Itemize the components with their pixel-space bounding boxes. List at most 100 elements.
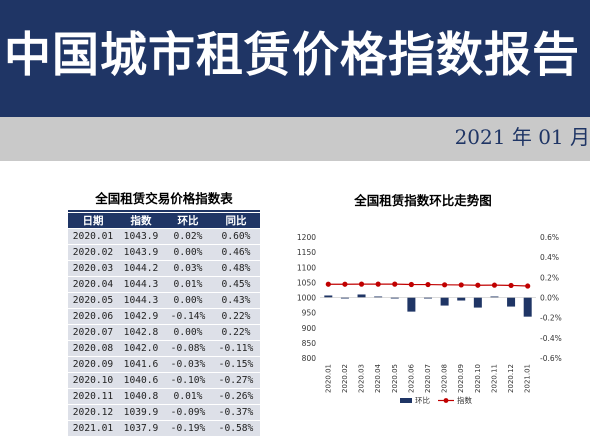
cell-date: 2020.01 [68,228,118,245]
cell-yoy: 0.46% [212,244,260,261]
date-bar [0,117,590,161]
y-left-tick-label: 1100 [297,263,316,272]
header-banner: 中国城市租赁价格指数报告 [0,0,590,117]
x-tick-label: 2020.12 [507,364,515,393]
cell-index: 1042.8 [118,324,164,341]
cell-yoy: 0.22% [212,324,260,341]
header-yoy: 同比 [212,213,260,229]
index-point [525,283,531,289]
cell-date: 2020.11 [68,388,118,405]
x-tick-label: 2020.11 [490,364,498,393]
index-point [325,281,331,287]
table-row: 2020.05 1044.3 0.00% 0.43% [68,292,260,309]
index-table: 日期 指数 环比 同比 2020.01 1043.9 0.02% 0.60% 2020.… [68,213,260,436]
index-point [358,281,365,287]
cell-mom: 0.00% [164,244,212,261]
y-left-tick-label: 1000 [297,294,316,303]
y-right-tick-label: 0.2% [540,273,559,282]
x-tick-label: 2020.04 [374,363,382,392]
cell-index: 1044.3 [118,276,164,293]
legend-line-marker [443,398,449,403]
index-point [475,282,481,288]
y-left-tick-label: 1050 [297,278,316,287]
y-left-tick-label: 950 [302,309,317,318]
index-point [442,282,448,288]
bar-mom [407,297,416,312]
x-tick-label: 2020.09 [457,364,465,393]
cell-date: 2020.08 [68,340,118,357]
cell-index: 1043.9 [118,244,164,261]
cell-index: 1040.8 [118,388,164,405]
cell-mom: 0.00% [164,324,212,341]
cell-index: 1044.3 [118,292,164,309]
cell-mom: 0.00% [164,292,212,309]
bar-mom [374,296,383,298]
table-row: 2020.07 1042.8 0.00% 0.22% [68,324,260,341]
y-left-tick-label: 850 [302,339,317,348]
cell-index: 1040.6 [118,372,164,389]
cell-index: 1044.2 [118,260,164,277]
bar-mom [490,296,499,298]
index-point [392,281,398,287]
bar-mom [440,297,449,306]
bar-mom [324,295,333,298]
bar-mom [340,297,349,299]
cell-yoy: -0.26% [212,388,260,405]
cell-index: 1037.9 [118,420,164,436]
index-point [342,281,348,287]
cell-yoy: 0.48% [212,260,260,277]
cell-mom: -0.03% [164,356,212,373]
y-right-tick-label: 0.0% [540,294,559,303]
cell-yoy: -0.15% [212,356,260,373]
y-left-tick-label: 900 [302,324,317,333]
cell-mom: 0.02% [164,228,212,245]
table-row: 2020.04 1044.3 0.01% 0.45% [68,276,260,293]
cell-date: 2020.10 [68,372,118,389]
bar-mom [424,297,432,299]
x-tick-label: 2020.07 [424,364,432,393]
y-right-tick-label: -0.4% [540,334,562,343]
x-tick-label: 2020.03 [358,364,366,393]
cell-index: 1039.9 [118,404,164,421]
cell-date: 2020.07 [68,324,118,341]
x-tick-label: 2020.10 [474,364,482,393]
legend-line-label: 指数 [457,395,472,405]
table-row: 2020.03 1044.2 0.03% 0.48% [68,260,260,277]
bar-mom [390,297,399,299]
cell-yoy: -0.11% [212,340,260,357]
table-row: 2020.02 1043.9 0.00% 0.46% [68,244,260,261]
x-tick-label: 2020.06 [407,363,415,392]
table-row: 2020.11 1040.8 0.01% -0.26% [68,388,260,405]
y-right-tick-label: 0.6% [540,233,559,242]
cell-date: 2020.03 [68,260,118,277]
cell-date: 2020.02 [68,244,118,261]
bar-mom [357,294,366,298]
cell-mom: 0.01% [164,388,212,405]
cell-date: 2020.09 [68,356,118,373]
bar-mom [507,297,516,307]
y-left-tick-label: 1200 [297,233,316,242]
bar-mom [473,297,482,308]
x-tick-label: 2020.02 [341,364,349,393]
cell-yoy: -0.27% [212,372,260,389]
cell-index: 1041.6 [118,356,164,373]
y-right-tick-label: 0.4% [540,253,559,262]
cell-mom: -0.09% [164,404,212,421]
cell-mom: -0.08% [164,340,212,357]
cell-index: 1042.0 [118,340,164,357]
index-point [408,281,414,288]
y-left-tick-label: 800 [302,354,317,363]
cell-mom: -0.19% [164,420,212,436]
table-header-row: 日期 指数 环比 同比 [68,213,260,229]
y-right-tick-label: -0.6% [540,354,562,363]
cell-date: 2020.12 [68,404,118,421]
cell-yoy: 0.43% [212,292,260,309]
bar-mom [457,297,466,301]
cell-yoy: -0.37% [212,404,260,421]
cell-yoy: -0.58% [212,420,260,436]
table-row: 2020.08 1042.0 -0.08% -0.11% [68,340,260,357]
cell-date: 2020.05 [68,292,118,309]
cell-yoy: 0.45% [212,276,260,293]
y-left-tick-label: 1150 [297,248,316,257]
x-tick-label: 2021.01 [524,364,532,393]
